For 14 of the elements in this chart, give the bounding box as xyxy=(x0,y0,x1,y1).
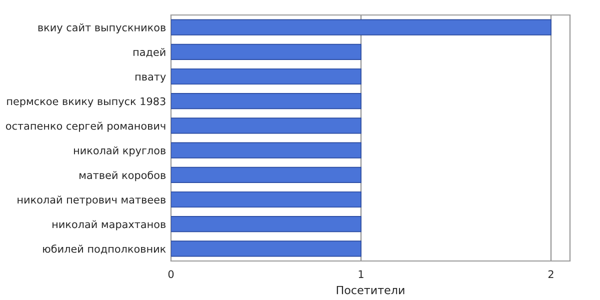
y-tick-label: николай круглов xyxy=(74,146,166,156)
y-tick-label: вкиу сайт выпускников xyxy=(38,23,166,34)
y-tick-label: пвату xyxy=(136,74,166,83)
y-tick-label: остапенко сергей романович xyxy=(6,122,166,132)
y-tick-label: пермское вкику выпуск 1983 xyxy=(7,97,166,108)
x-tick-label: 0 xyxy=(168,270,174,278)
x-tick-label: 2 xyxy=(548,270,554,278)
y-tick-label: николай петрович матвеев xyxy=(18,196,166,206)
y-tick-label: матвей коробов xyxy=(80,170,166,182)
y-tick-label: падей xyxy=(134,48,166,58)
y-tick-label: юбилей подполковник xyxy=(43,244,166,254)
x-tick-label: 1 xyxy=(358,270,364,278)
y-tick-label: николай марахтанов xyxy=(52,220,166,230)
x-axis-title: Посетители xyxy=(336,286,404,294)
